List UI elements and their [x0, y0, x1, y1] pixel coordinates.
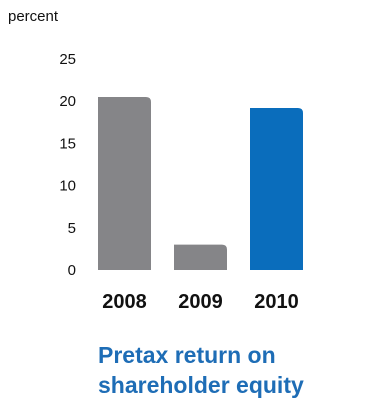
y-tick-label: 5: [68, 220, 76, 237]
chart-caption: Pretax return on shareholder equity: [98, 340, 383, 400]
y-tick-label: 10: [59, 178, 76, 195]
y-tick-label: 20: [59, 93, 76, 110]
bars: [98, 96, 303, 271]
x-axis-category-labels: 2008 2009 2010: [102, 291, 299, 313]
bar-2008: [98, 96, 151, 270]
caption-line-2: shareholder equity: [98, 372, 304, 398]
x-category-label: 2009: [178, 291, 223, 313]
y-axis-ticks: 0 5 10 15 20 25: [59, 51, 76, 279]
x-category-label: 2010: [254, 291, 299, 313]
x-category-label: 2008: [102, 291, 147, 313]
bar-2009: [174, 244, 227, 270]
caption-line-1: Pretax return on: [98, 342, 276, 368]
y-tick-label: 15: [59, 135, 76, 152]
y-axis-unit-label: percent: [8, 8, 59, 25]
bar-2010: [250, 107, 303, 271]
y-tick-label: 25: [59, 51, 76, 68]
y-tick-label: 0: [68, 262, 76, 279]
